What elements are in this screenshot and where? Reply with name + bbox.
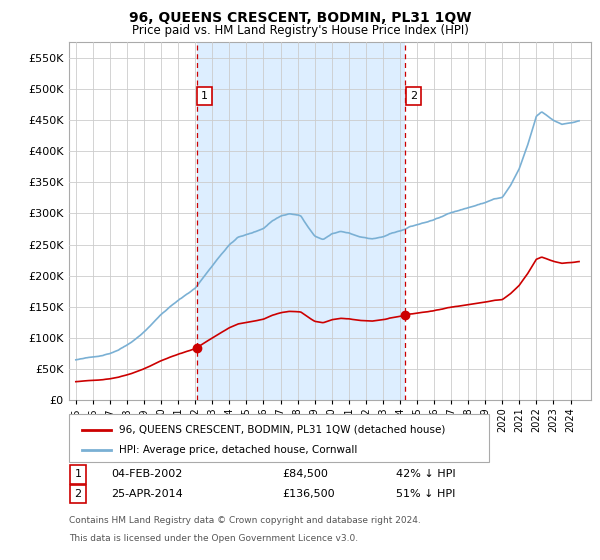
Text: 2: 2 bbox=[74, 489, 82, 499]
Text: 96, QUEENS CRESCENT, BODMIN, PL31 1QW (detached house): 96, QUEENS CRESCENT, BODMIN, PL31 1QW (d… bbox=[119, 424, 446, 435]
Text: HPI: Average price, detached house, Cornwall: HPI: Average price, detached house, Corn… bbox=[119, 445, 358, 455]
Text: This data is licensed under the Open Government Licence v3.0.: This data is licensed under the Open Gov… bbox=[69, 534, 358, 543]
Text: 42% ↓ HPI: 42% ↓ HPI bbox=[396, 469, 455, 479]
Bar bbox=[197, 42, 406, 400]
Text: 96, QUEENS CRESCENT, BODMIN, PL31 1QW: 96, QUEENS CRESCENT, BODMIN, PL31 1QW bbox=[129, 11, 471, 25]
Text: £84,500: £84,500 bbox=[282, 469, 328, 479]
Text: 25-APR-2014: 25-APR-2014 bbox=[111, 489, 183, 499]
Text: 04-FEB-2002: 04-FEB-2002 bbox=[111, 469, 182, 479]
Text: Price paid vs. HM Land Registry's House Price Index (HPI): Price paid vs. HM Land Registry's House … bbox=[131, 24, 469, 36]
Text: Contains HM Land Registry data © Crown copyright and database right 2024.: Contains HM Land Registry data © Crown c… bbox=[69, 516, 421, 525]
Text: 1: 1 bbox=[74, 469, 82, 479]
FancyBboxPatch shape bbox=[69, 414, 489, 462]
Text: £136,500: £136,500 bbox=[282, 489, 335, 499]
Text: 51% ↓ HPI: 51% ↓ HPI bbox=[396, 489, 455, 499]
Text: 1: 1 bbox=[201, 91, 208, 101]
Text: 2: 2 bbox=[410, 91, 417, 101]
